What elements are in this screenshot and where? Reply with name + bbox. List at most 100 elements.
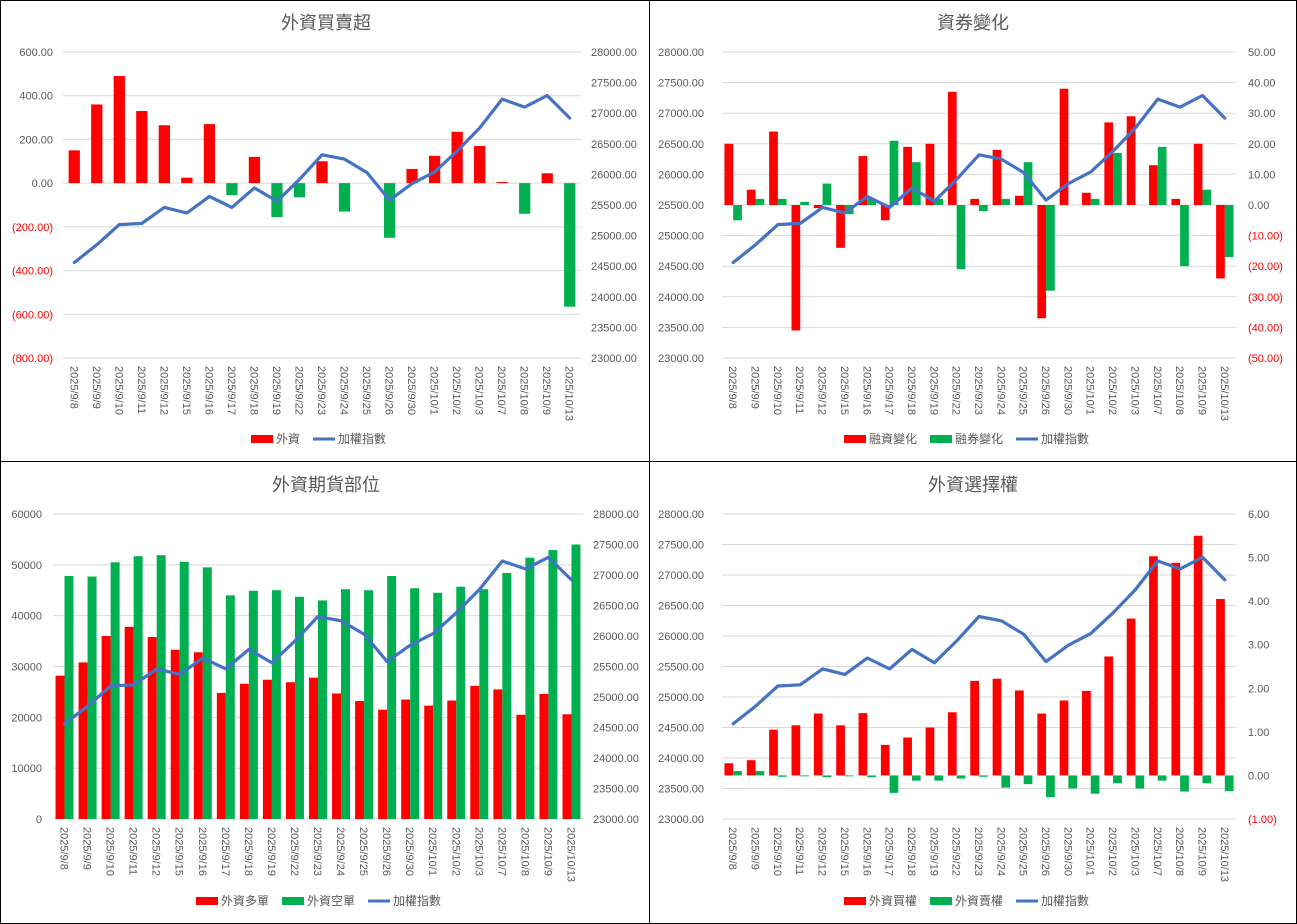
left-axis-tick-label: 23000.00 [658,814,704,826]
bar-series-1 [1014,690,1024,776]
x-axis-tick-label: 2025/10/13 [563,366,575,421]
left-axis-tick-label: 23000.00 [658,353,704,365]
legend-swatch [844,897,866,905]
right-axis-tick-label: 24500.00 [591,261,637,273]
bar-series-1 [1216,598,1225,776]
bar-series-2 [1157,775,1167,781]
x-axis-tick-label: 2025/10/3 [1128,366,1140,415]
left-axis-tick-label: 23500.00 [658,322,704,334]
bar-series-1 [316,161,328,184]
x-axis-tick-label: 2025/9/22 [950,366,962,415]
bar-series-2 [867,198,876,205]
x-axis-tick-label: 2025/10/13 [1218,366,1230,421]
bar-series-2 [889,140,899,205]
x-axis-tick-label: 2025/9/16 [860,366,872,415]
index-line [72,93,572,265]
x-axis-tick-label: 2025/9/19 [927,827,939,876]
right-axis-tick-label: 0.00 [1248,770,1269,782]
bar-series-2 [179,561,189,819]
x-axis-tick-label: 2025/9/17 [883,827,895,876]
left-axis-tick-label: 26000.00 [658,169,704,181]
bar-series-1 [564,183,576,307]
bar-series-1 [493,689,503,819]
x-axis-tick-label: 2025/9/9 [749,827,761,870]
bar-series-1 [791,725,801,776]
chart-foreign-net-buy: 外資買賣超 600.00 400.00 200.00 0.00 (200.00) (400.… [0,0,650,462]
bar-series-1 [1126,618,1136,776]
bar-series-2 [934,775,944,781]
legend-label: 融券變化 [955,431,1003,446]
bar-series-1 [925,727,935,776]
bar-series-1 [1059,700,1069,776]
bar-series-1 [903,737,912,776]
x-axis-tick-label: 2025/9/30 [1061,366,1073,415]
bar-series-1 [239,683,249,819]
right-axis-tick-label: 3.00 [1248,640,1269,652]
bar-series-2 [1224,775,1234,792]
x-axis-tick-label: 2025/9/15 [838,366,850,415]
bar-series-1 [947,91,957,205]
bar-series-1 [1126,116,1136,205]
left-axis-tick-label: 30000 [11,662,42,674]
bar-series-1 [136,111,148,184]
x-axis-tick-label: 2025/9/24 [994,366,1006,415]
left-axis-tick-label: 10000 [11,763,42,775]
bar-series-2 [364,590,374,819]
left-axis-tick-label: 23500.00 [658,784,704,796]
x-axis-tick-label: 2025/9/15 [180,366,192,415]
bar-series-1 [992,149,1002,205]
left-axis-tick-label: 20000 [11,712,42,724]
bar-series-2 [733,205,742,221]
bar-series-1 [124,626,134,819]
bar-series-1 [1193,535,1203,776]
bar-series-1 [1082,690,1091,776]
index-line [62,555,574,726]
left-axis-tick-label: 0.00 [32,178,53,190]
bar-series-1 [1104,122,1114,205]
left-axis-tick-label: (600.00) [12,309,53,321]
left-axis-tick-label: 60000 [11,509,42,521]
bar-series-2 [822,775,832,778]
left-axis-tick-label: 200.00 [19,134,53,146]
x-axis-tick-label: 2025/9/23 [972,827,984,876]
x-axis-tick-label: 2025/9/19 [270,366,282,415]
x-axis-tick-label: 2025/9/16 [202,366,214,415]
bar-series-2 [1202,775,1212,784]
x-axis-tick-label: 2025/9/18 [242,827,254,876]
bar-series-1 [309,677,318,819]
bar-series-1 [68,150,80,184]
x-axis-tick-label: 2025/9/25 [1017,366,1029,415]
right-axis-tick-label: 23000.00 [591,353,637,365]
index-line [731,93,1227,265]
right-axis-tick-label: 1.00 [1248,727,1269,739]
bar-series-1 [226,183,238,196]
legend-swatch [196,897,218,905]
right-axis-tick-label: (50.00) [1248,353,1283,365]
left-axis-tick-label: 25000.00 [658,692,704,704]
bar-series-2 [294,596,304,819]
x-axis-tick-label: 2025/9/10 [112,366,124,415]
chart-svg: 資券變化 28000.00 27500.00 27000.00 26500.00 2600… [658,13,1283,446]
bar-series-2 [979,775,988,777]
left-axis-tick-label: 27000.00 [658,570,704,582]
right-axis-tick-label: 50.00 [1248,47,1276,59]
right-axis-tick-label: (20.00) [1248,261,1283,273]
right-axis-tick-label: 24500.00 [593,723,639,735]
bar-series-1 [724,143,734,205]
x-axis-tick-label: 2025/9/23 [315,366,327,415]
bar-series-2 [1001,198,1011,205]
bar-series-1 [541,173,553,184]
x-axis-tick-label: 2025/9/19 [265,827,277,876]
x-axis-tick-label: 2025/9/10 [104,827,116,876]
x-axis-tick-label: 2025/9/17 [219,827,231,876]
bar-series-1 [1104,656,1114,776]
x-axis-tick-label: 2025/10/8 [1173,827,1185,876]
right-axis-tick-label: 27000.00 [593,570,639,582]
bar-series-1 [562,714,572,819]
right-axis-tick-label: 24000.00 [593,753,639,765]
bar-series-1 [424,705,434,819]
bar-series-1 [1171,562,1181,776]
x-axis-tick-label: 2025/9/12 [816,366,828,415]
bar-series-1 [1149,165,1158,205]
x-axis-tick-label: 2025/9/18 [905,366,917,415]
